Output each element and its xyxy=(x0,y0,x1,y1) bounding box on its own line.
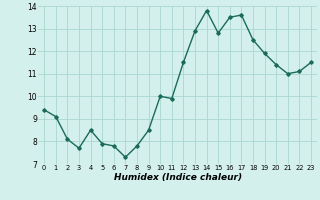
X-axis label: Humidex (Indice chaleur): Humidex (Indice chaleur) xyxy=(114,173,242,182)
